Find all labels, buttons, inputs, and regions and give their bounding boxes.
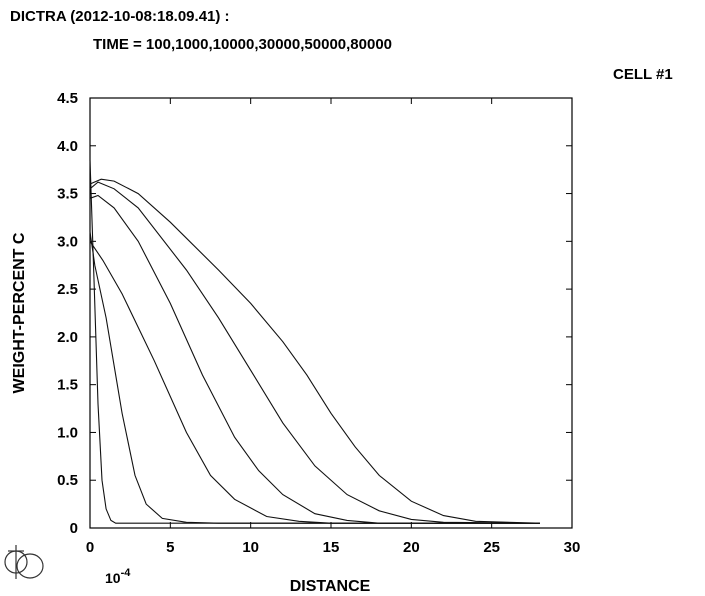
y-tick-label: 3.5 (57, 186, 78, 203)
series-line (89, 240, 540, 524)
y-tick-label: 0 (70, 520, 78, 537)
series-line (89, 178, 540, 524)
y-tick-label: 1.0 (57, 424, 78, 441)
series-line (89, 231, 540, 524)
thermo-calc-logo-icon (4, 545, 44, 579)
x-tick-label: 25 (483, 539, 500, 556)
y-tick-label: 2.5 (57, 281, 78, 298)
cell-label: CELL #1 (613, 66, 673, 83)
axis-tick-labels: 0 5 10 15 20 25 30 0 0.5 1.0 1.5 2.0 2.5 3.0 3.5 4.0 4.5 (57, 90, 580, 556)
series-line (89, 160, 540, 524)
x-tick-label: 15 (323, 539, 340, 556)
x-tick-label: 0 (86, 539, 94, 556)
y-tick-label: 4.5 (57, 90, 78, 107)
x-axis-multiplier: 10-4 (105, 567, 131, 586)
chart-subtitle: TIME = 100,1000,10000,30000,50000,80000 (93, 36, 393, 53)
x-tick-label: 20 (403, 539, 420, 556)
axis-ticks (89, 97, 573, 529)
plot-frame (89, 97, 573, 529)
x-axis-label: DISTANCE (290, 578, 371, 595)
data-series (89, 160, 540, 524)
series-line (89, 181, 540, 524)
y-tick-label: 4.0 (57, 138, 78, 155)
x-tick-label: 30 (564, 539, 581, 556)
y-tick-label: 2.0 (57, 329, 78, 346)
y-tick-label: 0.5 (57, 472, 78, 489)
series-line (89, 194, 540, 524)
chart-title: DICTRA (2012-10-08:18.09.41) : (10, 8, 230, 25)
y-tick-label: 3.0 (57, 233, 78, 250)
x-tick-label: 10 (242, 539, 259, 556)
y-tick-label: 1.5 (57, 377, 78, 394)
x-tick-label: 5 (166, 539, 174, 556)
y-axis-label: WEIGHT-PERCENT C (11, 232, 28, 393)
